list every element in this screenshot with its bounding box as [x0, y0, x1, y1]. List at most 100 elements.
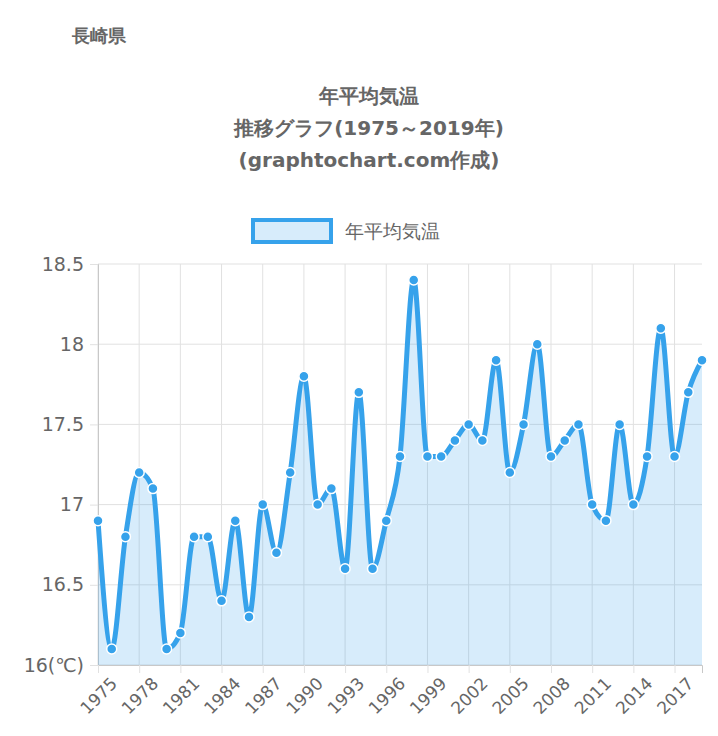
series-point: [175, 628, 185, 638]
series-point: [203, 532, 213, 542]
series-point: [326, 484, 336, 494]
series-point: [148, 484, 158, 494]
x-tick-label: 2014: [612, 673, 657, 718]
series-point: [409, 275, 419, 285]
x-tick: 1978: [117, 665, 162, 718]
series-point: [601, 516, 611, 526]
series-point: [120, 532, 130, 542]
series-point: [368, 564, 378, 574]
grid: [98, 264, 702, 665]
x-tick-mark: [633, 665, 634, 673]
x-tick-label: 2002: [447, 673, 492, 718]
x-tick: 1987: [241, 665, 286, 718]
x-tick-label: 2017: [653, 673, 698, 718]
chart-root: 長崎県年平均気温推移グラフ(1975～2019年)(graphtochart.c…: [0, 0, 718, 736]
series-point: [340, 564, 350, 574]
x-axis-line: [99, 666, 703, 674]
x-tick-label: 1996: [365, 673, 410, 718]
x-tick: 2011: [570, 665, 615, 718]
x-tick-mark: [386, 665, 387, 673]
x-tick: 2008: [529, 665, 574, 718]
x-tick: 2002: [447, 665, 492, 718]
x-tick: 1981: [159, 665, 204, 718]
grid-line-y: [98, 424, 702, 425]
series-point: [299, 371, 309, 381]
y-tick-label: 16.5: [42, 573, 84, 595]
y-tick-mark: [90, 505, 98, 506]
series-point: [107, 644, 117, 654]
series-point: [546, 451, 556, 461]
y-tick-mark: [90, 264, 98, 265]
series-point: [285, 468, 295, 478]
x-tick: 2017: [653, 665, 698, 718]
series-point: [244, 612, 254, 622]
x-tick-label: 1984: [200, 673, 245, 718]
series-point: [697, 355, 707, 365]
series-point: [258, 500, 268, 510]
series-point: [573, 419, 583, 429]
x-tick-label: 2005: [488, 673, 533, 718]
series-point: [642, 451, 652, 461]
x-tick-mark: [222, 665, 223, 673]
series-point: [217, 596, 227, 606]
series-area: [98, 280, 702, 665]
x-tick-label: 1993: [323, 673, 368, 718]
y-tick-label: 18.5: [42, 253, 84, 275]
legend-item: 年平均気温: [253, 220, 440, 242]
series-point: [313, 500, 323, 510]
x-tick-mark: [427, 665, 428, 673]
y-axis: 16(℃) 16.5 17 17.5 18 18.5: [24, 253, 99, 676]
series-point: [162, 644, 172, 654]
series-line: [98, 280, 702, 649]
title: 推移グラフ(1975～2019年): [233, 116, 504, 140]
x-tick-mark: [304, 665, 305, 673]
x-tick-mark: [263, 665, 264, 673]
y-tick-label: 17: [60, 493, 84, 515]
legend-swatch: [253, 220, 331, 242]
series-point: [395, 451, 405, 461]
y-tick-mark: [90, 665, 98, 666]
grid-line-y: [98, 264, 702, 265]
grid-line-y: [98, 344, 702, 345]
x-tick: 1975: [76, 665, 121, 718]
y-axis-line: [90, 265, 99, 666]
x-tick: 1984: [200, 665, 245, 718]
y-tick-mark: [90, 585, 98, 586]
subtitle: 長崎県: [71, 25, 127, 46]
y-tick: 18: [60, 333, 98, 355]
x-tick-mark: [592, 665, 593, 673]
series-point: [670, 451, 680, 461]
plot-marks: [93, 275, 707, 665]
x-tick-mark: [98, 665, 99, 673]
x-tick-mark: [551, 665, 552, 673]
y-tick: 17.5: [42, 413, 98, 435]
x-tick-label: 1999: [406, 673, 451, 718]
series-point: [271, 548, 281, 558]
x-tick: 1996: [365, 665, 410, 718]
x-tick: 1999: [406, 665, 451, 718]
series-point: [477, 435, 487, 445]
series-point: [230, 516, 240, 526]
x-tick-mark: [180, 665, 181, 673]
series-point: [422, 451, 432, 461]
series-point: [93, 516, 103, 526]
series-point: [491, 355, 501, 365]
series-point: [587, 500, 597, 510]
x-tick-label: 1978: [117, 673, 162, 718]
y-tick: 17: [60, 493, 98, 515]
x-tick: 2005: [488, 665, 533, 718]
x-tick-mark: [675, 665, 676, 673]
x-tick-label: 1990: [282, 673, 327, 718]
series-point: [519, 419, 529, 429]
legend-label: 年平均気温: [345, 220, 440, 242]
series-point: [464, 419, 474, 429]
x-tick: 1993: [323, 665, 368, 718]
series-point: [381, 516, 391, 526]
x-tick-mark: [469, 665, 470, 673]
series-point: [505, 468, 515, 478]
y-tick-mark: [90, 424, 98, 425]
x-axis: 1975197819811984198719901993199619992002…: [76, 665, 702, 718]
x-tick-mark: [139, 665, 140, 673]
y-tick: 18.5: [42, 253, 98, 275]
y-tick-label: 16(℃): [24, 654, 84, 676]
